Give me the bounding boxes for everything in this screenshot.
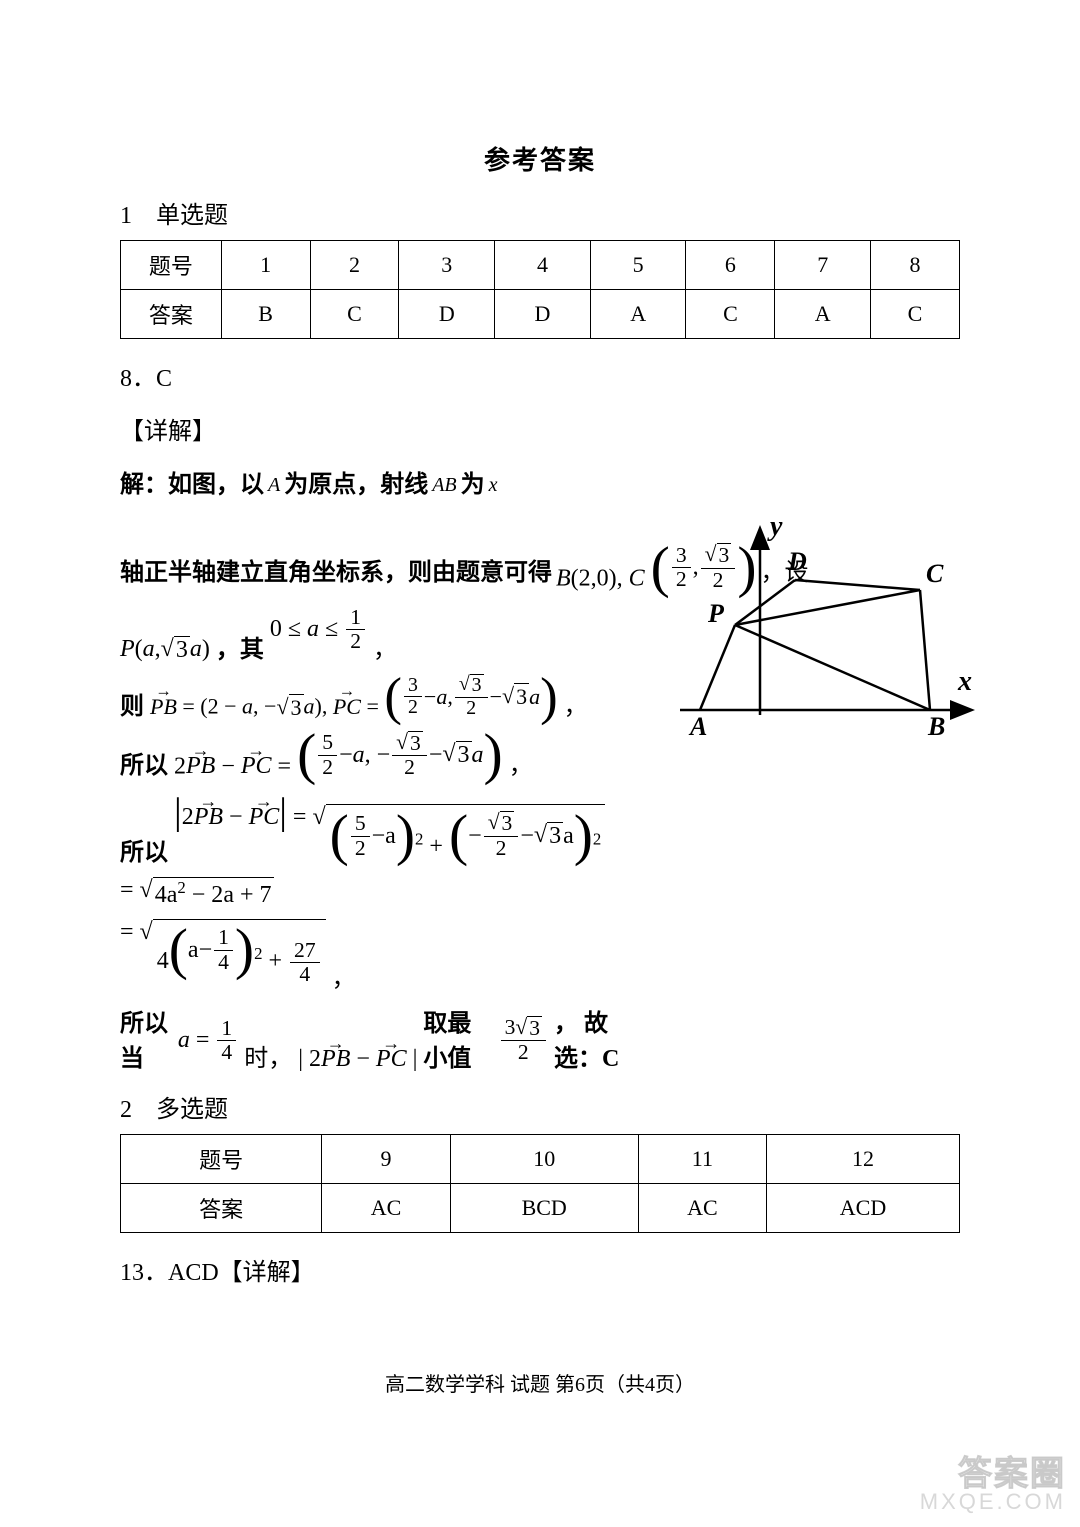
final-prefix: 所以当 (120, 1003, 172, 1073)
simp2-line: = 4(a − 14)2 + 274 ， (120, 919, 640, 993)
comma: ， (564, 686, 588, 721)
simp1-line: = 4a2 − 2a + 7 (120, 877, 640, 909)
coordinate-diagram: y x A B C D P (650, 510, 980, 760)
label-D: D (787, 547, 807, 576)
label-P: P (707, 599, 725, 628)
comma: ， (332, 958, 356, 993)
col-num: 1 (221, 241, 310, 290)
page-title: 参考答案 (120, 140, 960, 177)
PB-PC-expr: PB = (2 − a, −3a), PC = ( 32 − a, 32 − 3… (150, 674, 558, 721)
col-num: 12 (767, 1135, 960, 1184)
mag-line: 所以 |2PB − PC| = ( 52 − a )2 + ( −32 − 3a… (120, 790, 640, 867)
var-x: x (489, 463, 498, 507)
solution-block: P(a,3a) ，其 0 ≤ a ≤ 12 ， 则 PB = (2 − a, −… (120, 616, 640, 1074)
row-header: 题号 (121, 1135, 322, 1184)
label-x: x (957, 666, 972, 697)
answer-cell: ACD (767, 1184, 960, 1233)
col-num: 4 (495, 241, 591, 290)
min-val: 332 (499, 1016, 548, 1066)
watermark-bottom: MXQE.COM (920, 1491, 1066, 1513)
diff-line: 所以 2PB − PC = ( 52 − a, − 32 − 3a ) ， (120, 731, 640, 781)
var-A: A (268, 463, 280, 507)
row-header: 答案 (121, 1184, 322, 1233)
col-num: 7 (775, 241, 871, 290)
answer-cell: A (775, 290, 871, 339)
a-val: a = 14 (178, 1017, 238, 1066)
ze: 则 (120, 686, 144, 721)
comma: ， (373, 629, 397, 664)
detail-label: 【详解】 (120, 406, 960, 459)
solve-line-1: 解：如图，以 A 为原点，射线 AB 为 x (120, 459, 960, 512)
final-mid1: 时， (244, 1038, 292, 1073)
col-num: 11 (638, 1135, 766, 1184)
table-row: 答案 AC BCD AC ACD (121, 1184, 960, 1233)
suoyi: 所以 (120, 832, 168, 867)
axis-text: 轴正半轴建立直角坐标系，则由题意可得 (120, 547, 552, 600)
comma: ， (509, 745, 533, 780)
col-num: 8 (871, 241, 960, 290)
answer-cell: C (310, 290, 399, 339)
section-1-label: 1 单选题 (120, 195, 960, 230)
answer-cell: D (399, 290, 495, 339)
var-AB: AB (432, 463, 456, 507)
table-row: 题号 1 2 3 4 5 6 7 8 (121, 241, 960, 290)
table-row: 题号 9 10 11 12 (121, 1135, 960, 1184)
watermark-top: 答案圈 (920, 1457, 1066, 1491)
col-num: 6 (686, 241, 775, 290)
col-num: 3 (399, 241, 495, 290)
suoyi: 所以 (120, 745, 168, 780)
col-num: 9 (322, 1135, 450, 1184)
qi: ，其 (216, 629, 264, 664)
final-tail: ， 故选：C (554, 1003, 640, 1073)
col-num: 10 (450, 1135, 638, 1184)
label-A: A (688, 712, 707, 741)
range-expr: 0 ≤ a ≤ 12 (270, 606, 367, 655)
row-header: 题号 (121, 241, 222, 290)
row-header: 答案 (121, 290, 222, 339)
label-B: B (927, 712, 945, 741)
answer-cell: AC (638, 1184, 766, 1233)
label-C: C (926, 559, 944, 588)
single-choice-table: 题号 1 2 3 4 5 6 7 8 答案 B C D D A C A C (120, 240, 960, 339)
simp2: = 4(a − 14)2 + 274 (120, 919, 326, 993)
q13-label: 13．ACD【详解】 (120, 1247, 960, 1300)
col-num: 2 (310, 241, 399, 290)
page: 参考答案 1 单选题 题号 1 2 3 4 5 6 7 8 答案 B C D D… (0, 0, 1080, 1527)
solve-prefix: 解：如图，以 (120, 459, 264, 512)
solve-mid1: 为原点，射线 (284, 459, 428, 512)
multi-choice-table: 题号 9 10 11 12 答案 AC BCD AC ACD (120, 1134, 960, 1233)
final-expr: | 2PB − PC | (298, 1046, 417, 1073)
q8-label: 8．C (120, 353, 960, 406)
label-y: y (767, 511, 783, 542)
col-num: 5 (590, 241, 686, 290)
answer-cell: A (590, 290, 686, 339)
P-expr: P(a,3a) (120, 636, 210, 664)
answer-cell: BCD (450, 1184, 638, 1233)
P-line: P(a,3a) ，其 0 ≤ a ≤ 12 ， (120, 616, 640, 665)
section-2-label: 2 多选题 (120, 1089, 960, 1124)
PB-PC-line: 则 PB = (2 − a, −3a), PC = ( 32 − a, 32 −… (120, 674, 640, 721)
answer-cell: C (686, 290, 775, 339)
final-mid2: 取最小值 (423, 1003, 492, 1073)
table-row: 答案 B C D D A C A C (121, 290, 960, 339)
diff-expr: 2PB − PC = ( 52 − a, − 32 − 3a ) (174, 731, 503, 781)
mag-expr: |2PB − PC| = ( 52 − a )2 + ( −32 − 3a )2 (174, 790, 605, 867)
answer-cell: D (495, 290, 591, 339)
answer-cell: C (871, 290, 960, 339)
simp1: = 4a2 − 2a + 7 (120, 877, 274, 909)
solve-mid2: 为 (461, 459, 485, 512)
watermark: 答案圈 MXQE.COM (920, 1457, 1066, 1513)
answer-cell: B (221, 290, 310, 339)
final-line: 所以当 a = 14 时， | 2PB − PC | 取最小值 332 ， 故选… (120, 1003, 640, 1073)
page-footer: 高二数学学科 试题 第6页（共4页） (0, 1368, 1080, 1397)
answer-cell: AC (322, 1184, 450, 1233)
